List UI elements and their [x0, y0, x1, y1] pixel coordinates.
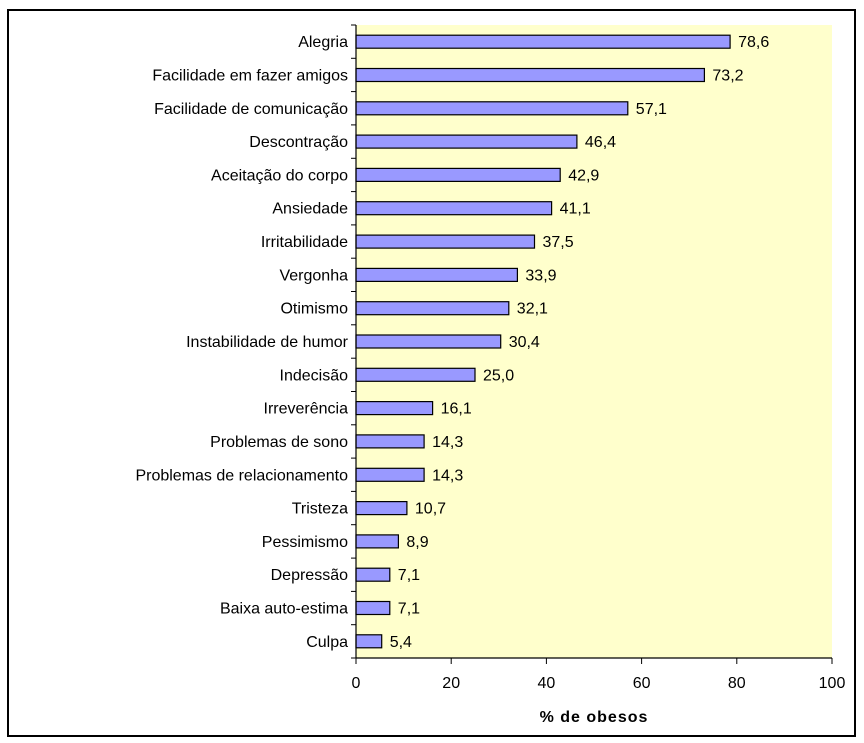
value-label: 73,2 — [712, 68, 743, 85]
bar — [355, 201, 553, 216]
bar — [355, 534, 400, 549]
value-label: 7,1 — [398, 567, 420, 584]
x-axis-title: % de obesos — [540, 709, 649, 726]
value-label: 25,0 — [483, 367, 514, 384]
value-label: 41,1 — [560, 201, 591, 218]
x-tick-label: 20 — [442, 675, 460, 692]
value-label: 33,9 — [525, 267, 556, 284]
bar — [355, 401, 434, 416]
value-label: 37,5 — [543, 234, 574, 251]
bar — [355, 67, 705, 83]
category-label: Ansiedade — [272, 201, 348, 218]
x-tick-label: 100 — [819, 675, 846, 692]
category-label: Vergonha — [279, 267, 348, 284]
category-label: Depressão — [271, 567, 348, 584]
bar — [355, 34, 731, 49]
x-tick-label: 40 — [538, 675, 556, 692]
value-label: 10,7 — [415, 501, 446, 518]
value-label: 5,4 — [390, 634, 412, 651]
value-label: 57,1 — [636, 101, 667, 118]
x-tick-label: 60 — [633, 675, 651, 692]
value-label: 30,4 — [509, 334, 540, 351]
bar-chart: Alegria 78,6 Facilidade em fazer amigos 73,… — [135, 24, 846, 726]
value-label: 14,3 — [432, 434, 463, 451]
category-label: Problemas de relacionamento — [135, 467, 348, 484]
value-label: 8,9 — [406, 534, 428, 551]
bar — [355, 101, 629, 116]
value-label: 16,1 — [441, 401, 472, 418]
x-tick-label: 0 — [352, 675, 361, 692]
bar — [355, 234, 536, 249]
category-label: Instabilidade de humor — [186, 334, 349, 351]
bar — [355, 600, 391, 616]
category-label: Otimismo — [280, 301, 348, 318]
category-label: Descontração — [249, 134, 348, 151]
x-tick-label: 80 — [728, 675, 746, 692]
category-label: Irreverência — [264, 401, 349, 418]
category-label: Irritabilidade — [261, 234, 348, 251]
category-label: Facilidade em fazer amigos — [152, 68, 348, 85]
value-label: 42,9 — [568, 167, 599, 184]
bar — [355, 134, 578, 149]
bar — [355, 434, 425, 449]
value-label: 78,6 — [738, 34, 769, 51]
bar — [355, 367, 476, 382]
bar — [355, 167, 561, 182]
category-label: Alegria — [298, 34, 348, 51]
chart-frame: Alegria 78,6 Facilidade em fazer amigos 73,… — [7, 9, 856, 737]
value-label: 32,1 — [517, 301, 548, 318]
bar — [355, 267, 518, 282]
bar — [355, 301, 510, 316]
value-label: 14,3 — [432, 467, 463, 484]
category-label: Aceitação do corpo — [211, 167, 348, 184]
category-label: Indecisão — [280, 367, 349, 384]
bar — [355, 467, 425, 482]
bar — [355, 501, 408, 516]
category-label: Tristeza — [292, 501, 348, 518]
bar — [355, 334, 502, 349]
category-label: Facilidade de comunicação — [154, 101, 348, 118]
category-label: Baixa auto-estima — [220, 601, 348, 618]
value-label: 46,4 — [585, 134, 616, 151]
value-label: 7,1 — [398, 601, 420, 618]
bar — [355, 567, 391, 582]
category-label: Culpa — [306, 634, 348, 651]
bar — [355, 634, 383, 649]
category-label: Pessimismo — [262, 534, 348, 551]
category-label: Problemas de sono — [210, 434, 348, 451]
